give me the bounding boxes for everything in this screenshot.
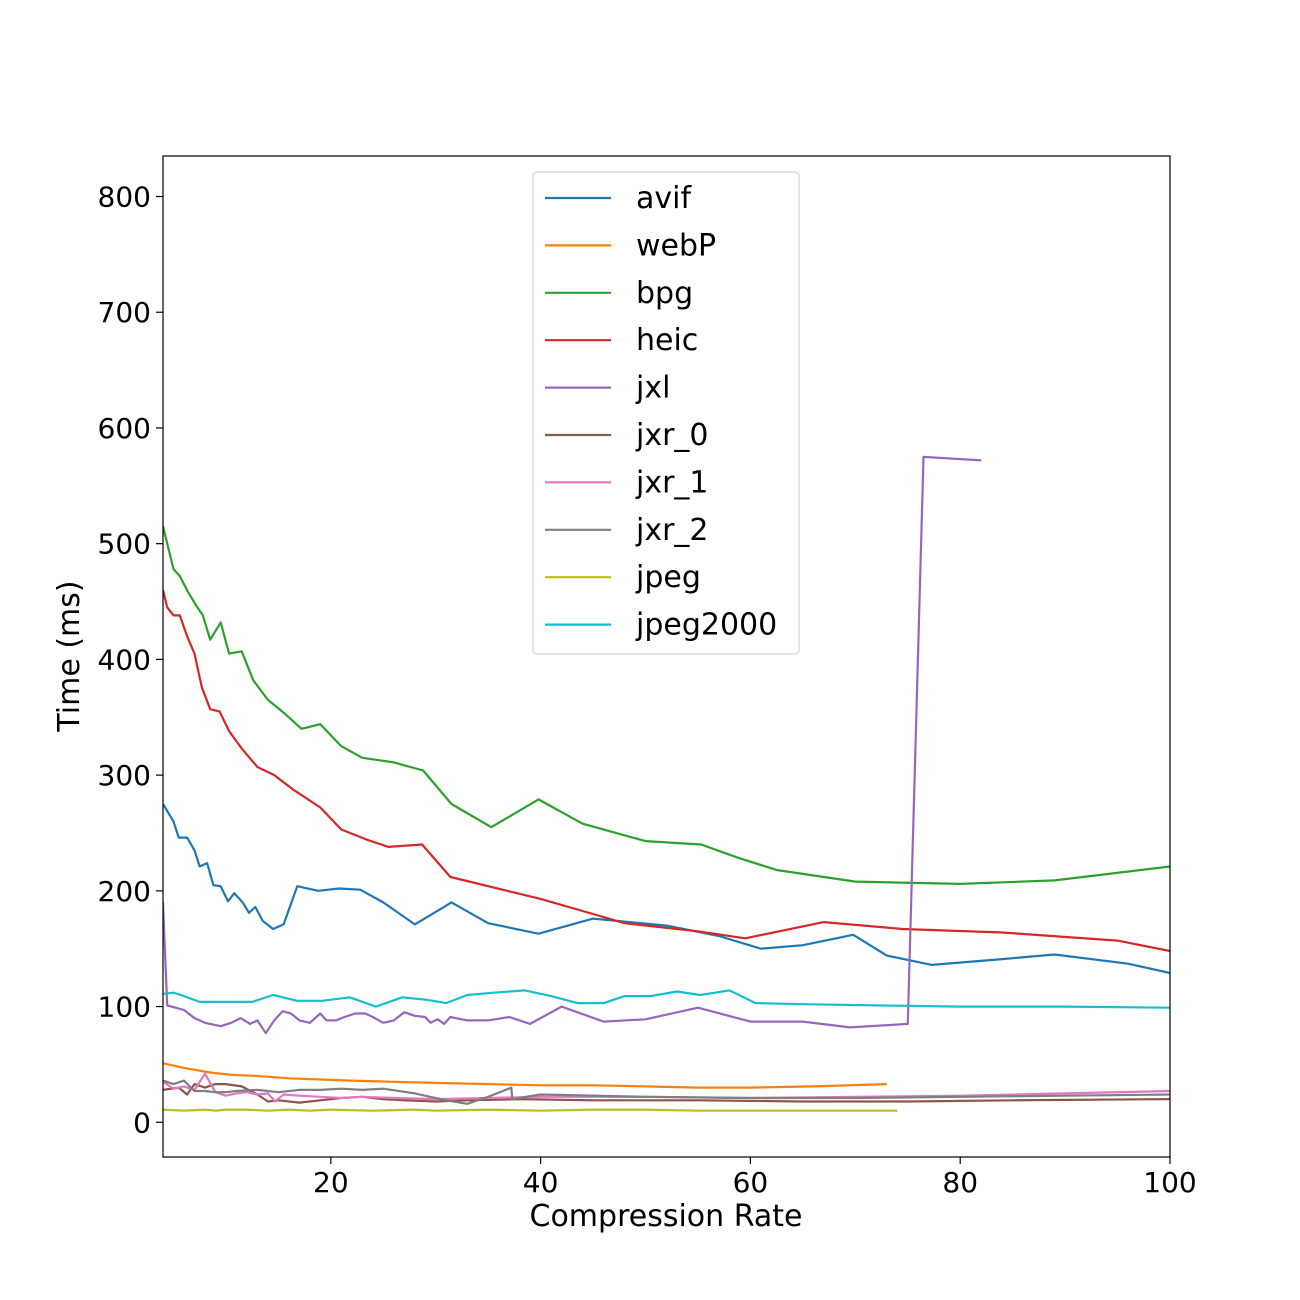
x-tick-label: 80 (942, 1166, 978, 1199)
y-tick-label: 700 (98, 296, 151, 329)
x-tick-label: 20 (313, 1166, 349, 1199)
y-tick-label: 800 (98, 181, 151, 214)
y-tick-label: 200 (98, 875, 151, 908)
series-line-jxr-0 (163, 1083, 1170, 1104)
y-axis-ticks: 0 100 200 300 400 500 600 700 800 (98, 181, 163, 1139)
y-tick-label: 300 (98, 759, 151, 792)
y-tick-label: 100 (98, 991, 151, 1024)
legend-label-jxr-0: jxr_0 (635, 418, 709, 453)
series-line-jxr-2 (163, 1079, 1170, 1105)
x-axis-title: Compression Rate (530, 1199, 803, 1234)
y-tick-label: 0 (133, 1106, 151, 1139)
legend-label-jxr-1: jxr_1 (635, 465, 709, 500)
plot-frame (162, 155, 1171, 1158)
legend-label-webP: webP (636, 228, 716, 263)
series-line-jpeg (163, 1108, 898, 1112)
series-line-webP (163, 1062, 887, 1089)
x-tick-label: 60 (733, 1166, 769, 1199)
y-tick-label: 400 (98, 643, 151, 676)
y-axis-title: Time (ms) (52, 580, 87, 732)
legend-label-jxl: jxl (635, 371, 670, 406)
series-layer (163, 455, 1170, 1112)
x-axis-ticks: 20 40 60 80 100 (313, 1157, 1197, 1199)
legend-label-avif: avif (636, 181, 692, 216)
x-tick-label: 100 (1143, 1166, 1196, 1199)
legend-label-heic: heic (636, 323, 698, 358)
legend-label-bpg: bpg (636, 276, 693, 311)
legend-label-jpeg: jpeg (635, 560, 701, 595)
series-line-jpeg2000 (163, 989, 1170, 1009)
series-line-jxl (163, 455, 982, 1035)
legend-label-jpeg2000: jpeg2000 (635, 608, 777, 643)
y-tick-label: 500 (98, 528, 151, 561)
y-tick-label: 600 (98, 412, 151, 445)
series-line-avif (163, 803, 1170, 975)
legend-label-jxr-2: jxr_2 (635, 513, 709, 548)
series-line-bpg (163, 526, 1170, 885)
x-tick-label: 40 (523, 1166, 559, 1199)
series-line-heic (163, 589, 1170, 953)
